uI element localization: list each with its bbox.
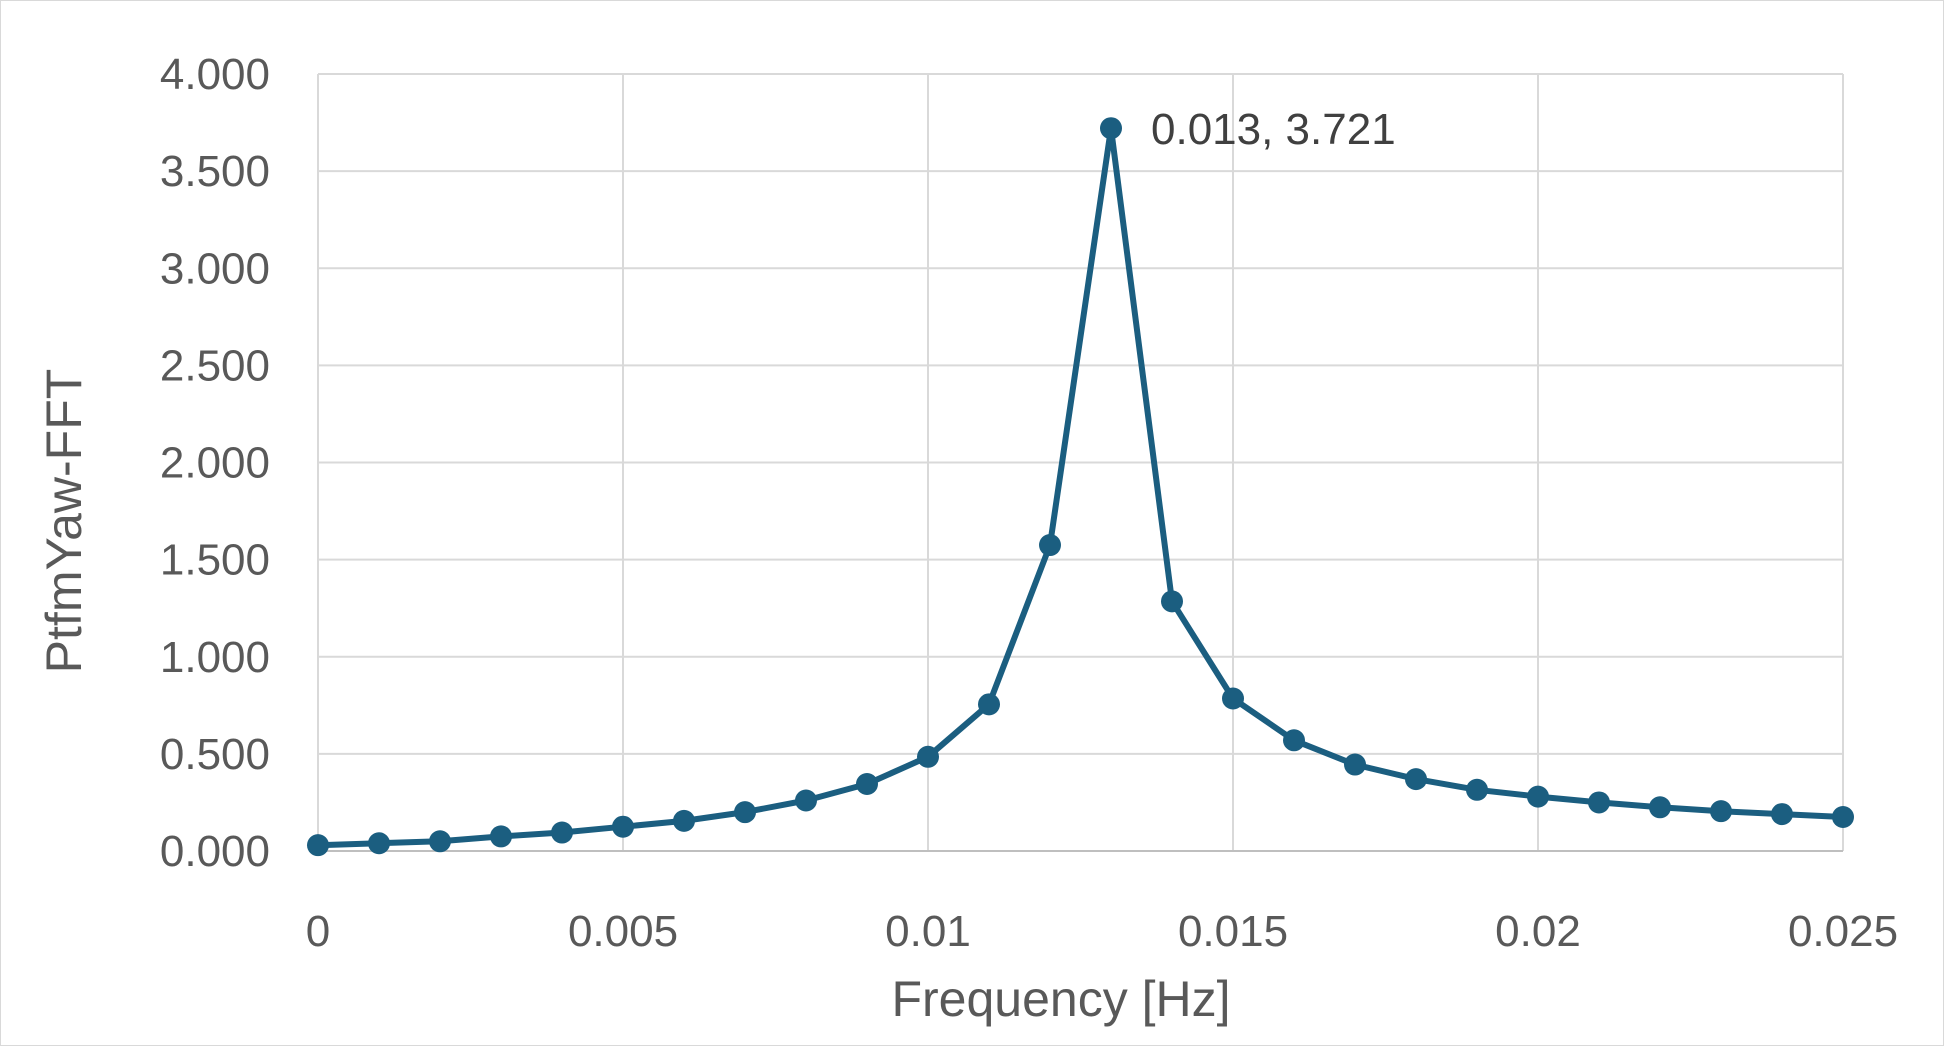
data-point (1100, 117, 1122, 140)
x-axis-title: Frequency [Hz] (891, 971, 1230, 1027)
data-point (673, 809, 695, 832)
data-labels: 0.013, 3.721 (1151, 105, 1396, 154)
y-tick-label: 3.500 (160, 147, 270, 196)
data-point (368, 832, 390, 855)
data-point (551, 821, 573, 844)
y-tick-label: 1.500 (160, 536, 270, 585)
grid-lines (317, 73, 1844, 852)
data-point (307, 834, 329, 857)
data-point (1832, 806, 1854, 829)
data-point (429, 830, 451, 853)
x-tick-label: 0.025 (1788, 907, 1898, 956)
data-point (1588, 791, 1610, 814)
y-axis-title: PtfmYaw-FFT (36, 369, 92, 674)
data-point (917, 745, 939, 768)
data-point (1222, 687, 1244, 710)
data-series (307, 117, 1854, 857)
y-tick-label: 1.000 (160, 633, 270, 682)
y-tick-label: 4.000 (160, 50, 270, 99)
x-tick-label: 0 (306, 907, 330, 956)
data-point (1771, 803, 1793, 826)
series-line (317, 125, 1844, 849)
peak-data-label: 0.013, 3.721 (1151, 105, 1396, 154)
y-tick-label: 0.500 (160, 730, 270, 779)
y-tick-label: 2.500 (160, 341, 270, 390)
y-tick-label: 2.000 (160, 439, 270, 488)
data-point (612, 815, 634, 838)
data-point (795, 789, 817, 812)
data-point (1466, 778, 1488, 801)
data-point (734, 801, 756, 824)
x-tick-label: 0.005 (568, 907, 678, 956)
x-tick-label: 0.02 (1495, 907, 1581, 956)
data-point (490, 825, 512, 848)
data-point (978, 693, 1000, 716)
data-point (1710, 800, 1732, 823)
data-point (1161, 590, 1183, 613)
tick-labels: 0.000 0.500 1.000 1.500 2.000 2.500 3.000 3.500… (160, 50, 1898, 956)
x-tick-label: 0.01 (885, 907, 971, 956)
y-tick-label: 3.000 (160, 244, 270, 293)
data-point (1039, 534, 1061, 557)
data-point (1344, 753, 1366, 776)
data-point (1283, 729, 1305, 752)
data-point (1405, 768, 1427, 791)
data-point (856, 772, 878, 795)
y-tick-label: 0.000 (160, 827, 270, 876)
x-tick-label: 0.015 (1178, 907, 1288, 956)
data-point (1649, 796, 1671, 819)
data-point (1527, 785, 1549, 808)
